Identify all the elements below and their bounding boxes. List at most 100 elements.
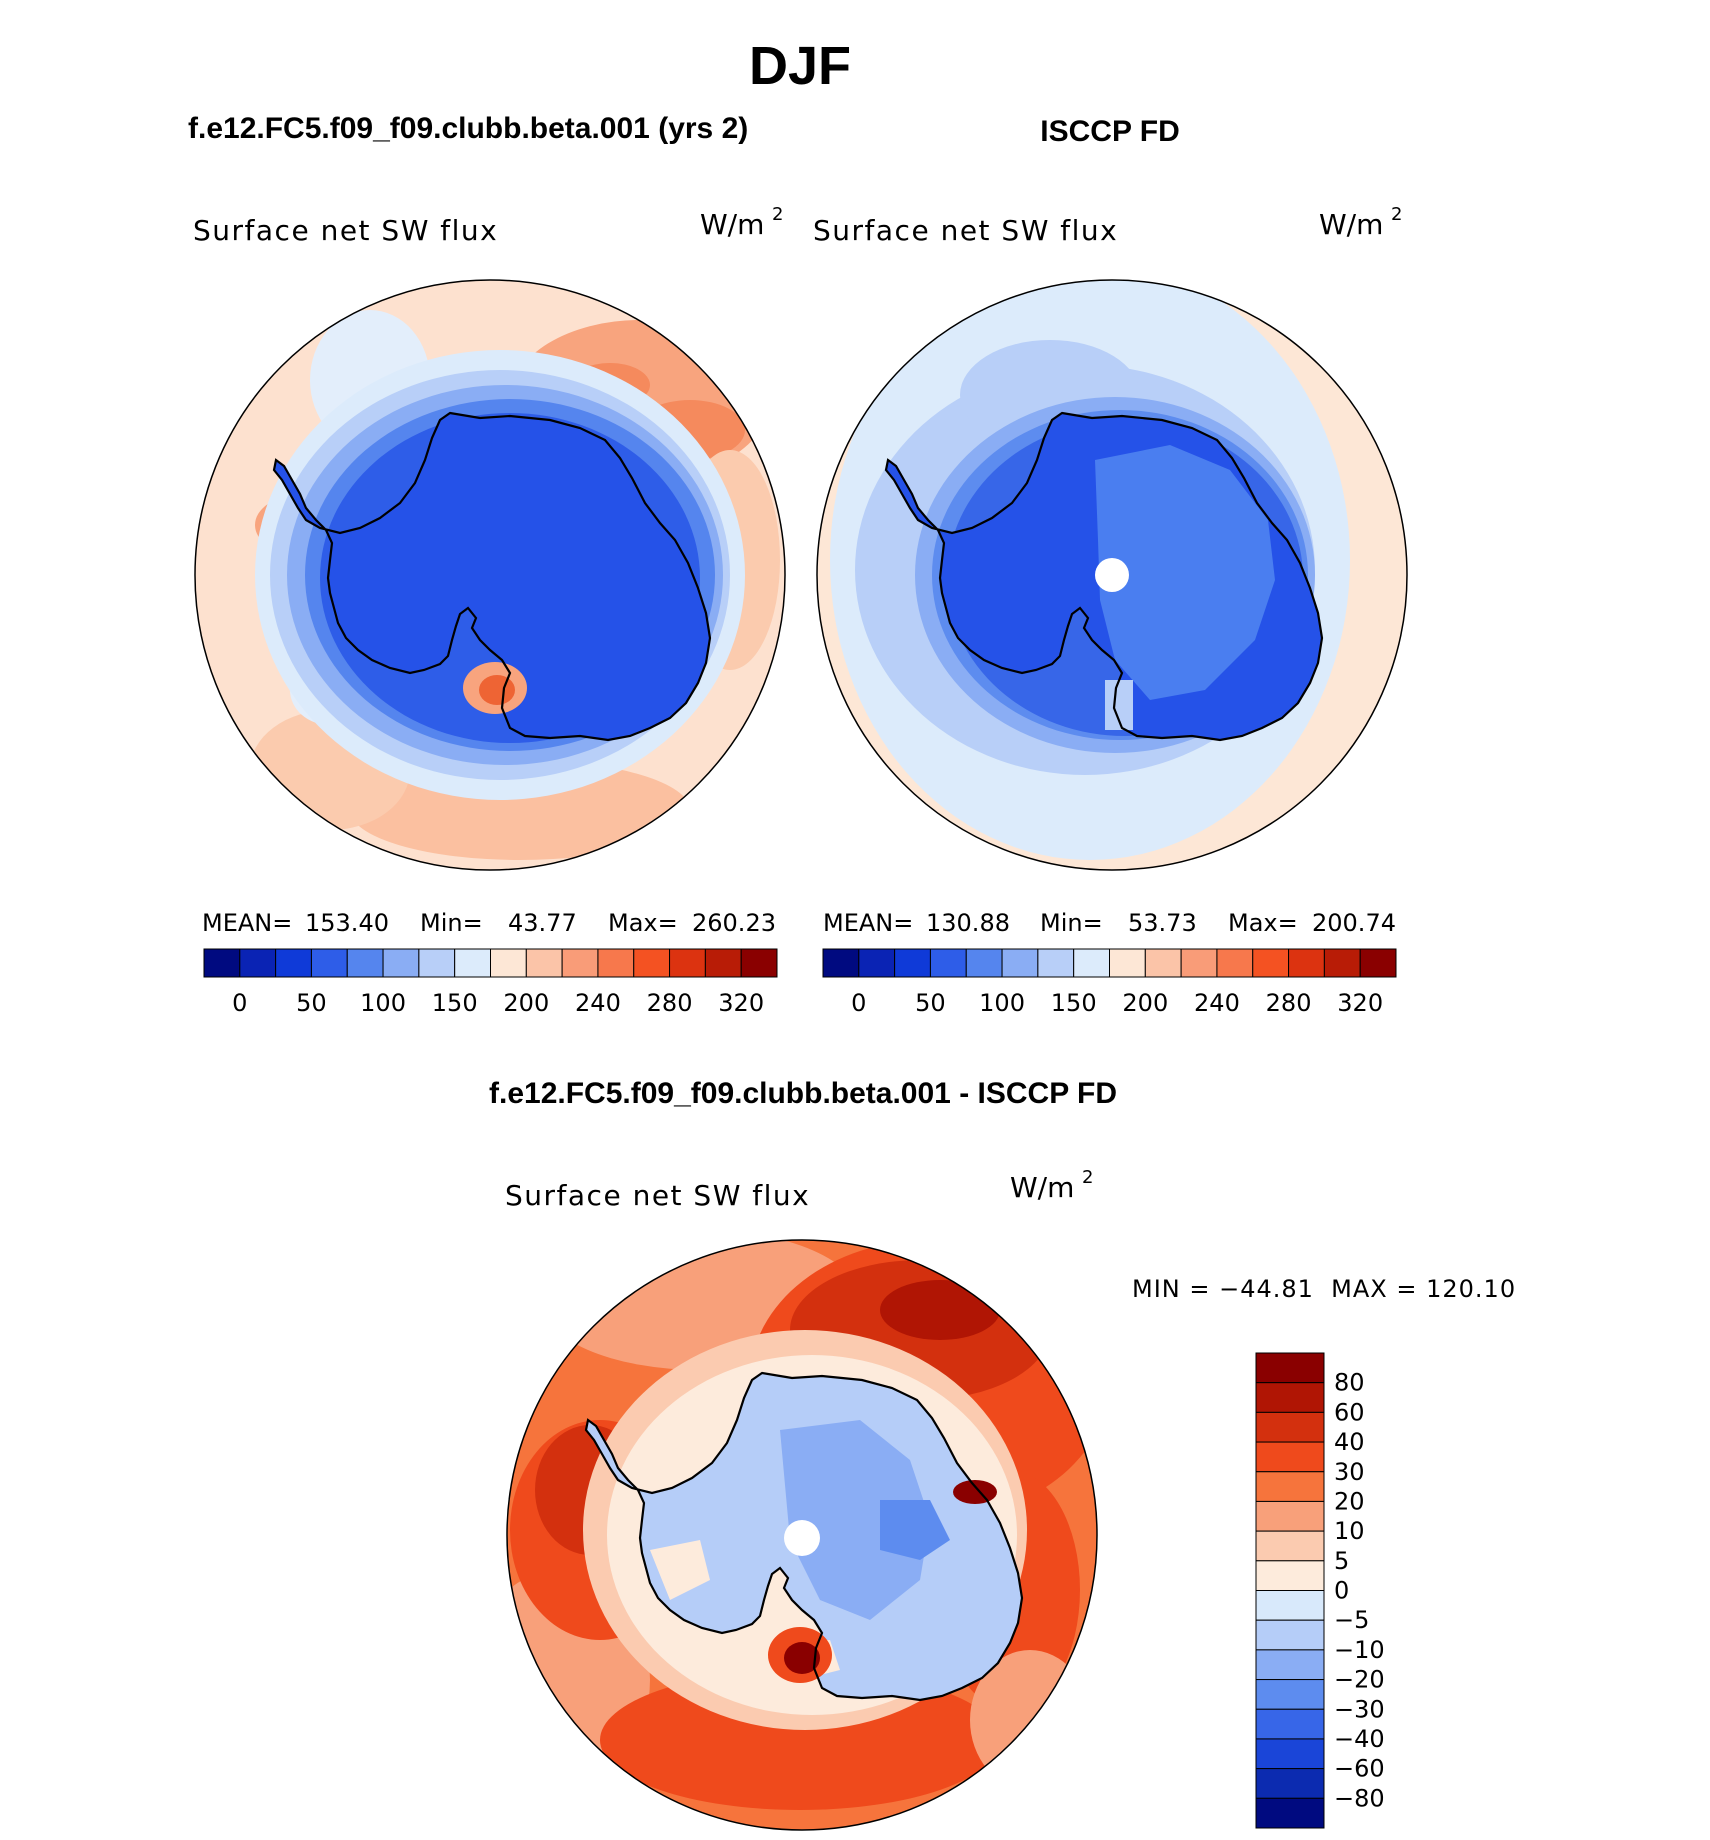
colorbar-swatch bbox=[1252, 948, 1290, 978]
colorbar-swatch bbox=[1255, 1708, 1325, 1740]
min-value: 53.73 bbox=[1128, 909, 1197, 937]
panel-model-map-border bbox=[194, 279, 786, 871]
colorbar-swatch bbox=[203, 948, 241, 978]
colorbar-swatch bbox=[1255, 1441, 1325, 1473]
min-label: Min= bbox=[420, 909, 483, 937]
max-value: 200.74 bbox=[1312, 909, 1396, 937]
panel-diff-case-title: f.e12.FC5.f09_f09.clubb.beta.001 - ISCCP… bbox=[489, 1077, 1117, 1110]
colorbar-swatch bbox=[1255, 1411, 1325, 1443]
colorbar-swatch bbox=[275, 948, 312, 978]
colorbar-swatch bbox=[822, 948, 860, 978]
colorbar-swatch bbox=[1288, 948, 1325, 978]
colorbar-tick-label: 100 bbox=[979, 989, 1025, 1017]
panel-diff-field-title: Surface net SW flux bbox=[505, 1179, 810, 1212]
colorbar-swatch bbox=[669, 948, 706, 978]
colorbar-tick-label: 0 bbox=[851, 989, 866, 1017]
panel-diff-units: W/m 2 bbox=[1010, 1167, 1093, 1204]
colorbar-tick-label: −10 bbox=[1334, 1636, 1385, 1664]
colorbar-tick-label: 30 bbox=[1334, 1458, 1365, 1486]
colorbar-swatch bbox=[1359, 948, 1397, 978]
colorbar-swatch bbox=[1255, 1619, 1325, 1651]
panel-obs-case-title: ISCCP FD bbox=[1040, 115, 1179, 148]
colorbar-tick-label: 60 bbox=[1334, 1398, 1365, 1426]
units-exponent: 2 bbox=[1082, 1167, 1093, 1188]
colorbar-swatch bbox=[310, 948, 348, 978]
panel-obs-stats: MEAN= 130.88 Min= 53.73 Max= 200.74 bbox=[823, 909, 1396, 937]
panel-model-case-title: f.e12.FC5.f09_f09.clubb.beta.001 (yrs 2) bbox=[188, 112, 748, 145]
colorbar-swatch bbox=[1073, 948, 1110, 978]
panel-diff-map-border bbox=[506, 1239, 1098, 1831]
colorbar-swatch bbox=[1255, 1530, 1325, 1562]
max-label: Max= bbox=[1228, 909, 1298, 937]
panel-model-colorbar: 0 50 100 150 200 240 280 320 bbox=[203, 948, 778, 1017]
colorbar-tick-label: −20 bbox=[1334, 1666, 1385, 1694]
colorbar-tick-label: 280 bbox=[1266, 989, 1312, 1017]
colorbar-tick-label: 320 bbox=[718, 989, 764, 1017]
mean-value: 153.40 bbox=[305, 909, 389, 937]
colorbar-tick-label: 240 bbox=[575, 989, 621, 1017]
panel-obs-field-title: Surface net SW flux bbox=[813, 214, 1118, 247]
units-exponent: 2 bbox=[772, 204, 783, 225]
colorbar-swatch bbox=[633, 948, 671, 978]
panel-obs-map bbox=[817, 280, 1407, 870]
colorbar-swatch bbox=[1255, 1797, 1325, 1829]
units-text: W/m bbox=[700, 208, 764, 241]
colorbar-tick-label: 50 bbox=[296, 989, 327, 1017]
colorbar-swatch bbox=[1255, 1649, 1325, 1681]
colorbar-swatch bbox=[1144, 948, 1182, 978]
min-value: 43.77 bbox=[508, 909, 577, 937]
mean-label: MEAN= bbox=[202, 909, 292, 937]
max-value: 260.23 bbox=[692, 909, 776, 937]
min-label: Min= bbox=[1040, 909, 1103, 937]
colorbar-tick-label: −40 bbox=[1334, 1725, 1385, 1753]
colorbar-tick-label: 200 bbox=[1122, 989, 1168, 1017]
panel-model-field-title: Surface net SW flux bbox=[193, 214, 498, 247]
colorbar-swatch bbox=[1037, 948, 1075, 978]
colorbar-swatch bbox=[1255, 1352, 1325, 1384]
colorbar-swatch bbox=[894, 948, 931, 978]
colorbar-tick-label: 5 bbox=[1334, 1547, 1349, 1575]
units-text: W/m bbox=[1010, 1171, 1074, 1204]
colorbar-swatch bbox=[561, 948, 599, 978]
colorbar-swatch bbox=[382, 948, 420, 978]
colorbar-swatch bbox=[965, 948, 1003, 978]
colorbar-tick-label: 0 bbox=[1334, 1577, 1349, 1605]
panel-diff-minmax: MIN = −44.81 MAX = 120.10 bbox=[1132, 1275, 1516, 1303]
colorbar-swatch bbox=[490, 948, 527, 978]
colorbar-swatch bbox=[239, 948, 277, 978]
colorbar-swatch bbox=[1255, 1471, 1325, 1502]
colorbar-tick-label: 320 bbox=[1337, 989, 1383, 1017]
colorbar-swatch bbox=[858, 948, 896, 978]
panel-model-stats: MEAN= 153.40 Min= 43.77 Max= 260.23 bbox=[202, 909, 776, 937]
colorbar-tick-label: −80 bbox=[1334, 1784, 1385, 1812]
colorbar-tick-label: 150 bbox=[1051, 989, 1097, 1017]
colorbar-tick-label: 80 bbox=[1334, 1369, 1365, 1397]
colorbar-tick-label: 280 bbox=[647, 989, 693, 1017]
colorbar-swatch bbox=[454, 948, 491, 978]
colorbar-tick-label: 0 bbox=[232, 989, 247, 1017]
panel-obs: ISCCP FD Surface net SW flux W/m 2 MEAN=… bbox=[813, 115, 1408, 1017]
colorbar-tick-label: 20 bbox=[1334, 1487, 1365, 1515]
colorbar-swatch bbox=[1255, 1738, 1325, 1770]
colorbar-swatch bbox=[1255, 1500, 1325, 1532]
panel-obs-map-border bbox=[816, 279, 1408, 871]
colorbar-tick-label: −60 bbox=[1334, 1755, 1385, 1783]
panel-obs-units: W/m 2 bbox=[1319, 204, 1402, 241]
colorbar-swatch bbox=[1255, 1560, 1325, 1591]
units-text: W/m bbox=[1319, 208, 1383, 241]
colorbar-tick-label: −5 bbox=[1334, 1606, 1369, 1634]
colorbar-swatch bbox=[1216, 948, 1254, 978]
max-label: Max= bbox=[608, 909, 678, 937]
mean-value: 130.88 bbox=[926, 909, 1010, 937]
colorbar-tick-label: 200 bbox=[503, 989, 549, 1017]
panel-obs-colorbar: 0 50 100 150 200 240 280 320 bbox=[822, 948, 1397, 1017]
colorbar-swatch bbox=[597, 948, 635, 978]
colorbar-swatch bbox=[704, 948, 742, 978]
colorbar-swatch bbox=[1323, 948, 1361, 978]
colorbar-tick-label: 240 bbox=[1194, 989, 1240, 1017]
panel-diff: f.e12.FC5.f09_f09.clubb.beta.001 - ISCCP… bbox=[489, 1077, 1516, 1831]
units-exponent: 2 bbox=[1391, 204, 1402, 225]
colorbar-swatch bbox=[1255, 1382, 1325, 1413]
panel-model-map bbox=[195, 280, 785, 870]
